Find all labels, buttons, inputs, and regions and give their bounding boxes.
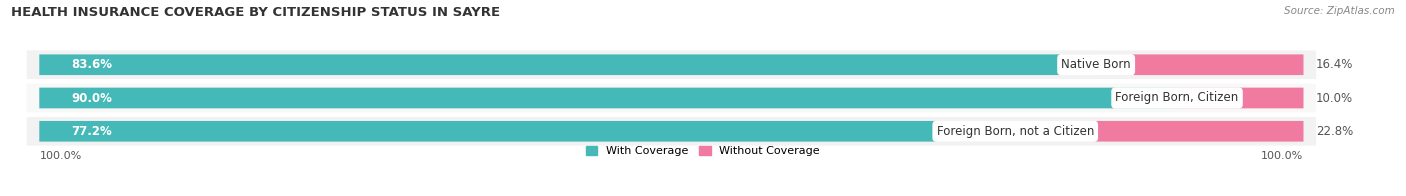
FancyBboxPatch shape: [39, 88, 1177, 108]
Text: Source: ZipAtlas.com: Source: ZipAtlas.com: [1284, 6, 1395, 16]
Text: 100.0%: 100.0%: [39, 151, 82, 161]
FancyBboxPatch shape: [1015, 121, 1303, 142]
FancyBboxPatch shape: [39, 54, 1303, 75]
FancyBboxPatch shape: [1177, 88, 1303, 108]
Text: 77.2%: 77.2%: [70, 125, 111, 138]
FancyBboxPatch shape: [27, 50, 1316, 79]
FancyBboxPatch shape: [27, 117, 1316, 146]
FancyBboxPatch shape: [39, 121, 1015, 142]
Legend: With Coverage, Without Coverage: With Coverage, Without Coverage: [582, 141, 824, 161]
Text: Foreign Born, Citizen: Foreign Born, Citizen: [1115, 92, 1239, 104]
FancyBboxPatch shape: [39, 121, 1303, 142]
Text: 22.8%: 22.8%: [1316, 125, 1354, 138]
FancyBboxPatch shape: [27, 84, 1316, 112]
Text: Foreign Born, not a Citizen: Foreign Born, not a Citizen: [936, 125, 1094, 138]
Text: 90.0%: 90.0%: [70, 92, 112, 104]
Text: 100.0%: 100.0%: [1261, 151, 1303, 161]
Text: HEALTH INSURANCE COVERAGE BY CITIZENSHIP STATUS IN SAYRE: HEALTH INSURANCE COVERAGE BY CITIZENSHIP…: [11, 6, 501, 19]
Text: Native Born: Native Born: [1062, 58, 1130, 71]
FancyBboxPatch shape: [39, 54, 1097, 75]
Text: 10.0%: 10.0%: [1316, 92, 1353, 104]
FancyBboxPatch shape: [1097, 54, 1303, 75]
FancyBboxPatch shape: [39, 88, 1303, 108]
Text: 16.4%: 16.4%: [1316, 58, 1354, 71]
Text: 83.6%: 83.6%: [70, 58, 112, 71]
